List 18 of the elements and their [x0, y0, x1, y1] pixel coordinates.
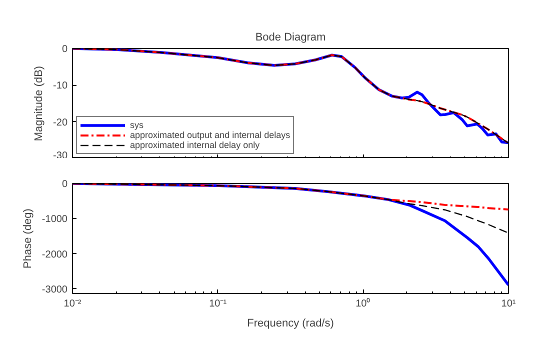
y-tick-label: -1000 — [42, 214, 68, 226]
x-tick-label: 10¹ — [501, 298, 516, 310]
y-tick-label: 0 — [62, 44, 68, 55]
chart-title: Bode Diagram — [255, 32, 326, 44]
x-tick-label: 10⁻² — [64, 298, 82, 310]
legend-label: approximated output and internal delays — [130, 130, 290, 140]
y-tick-label: -3000 — [42, 284, 68, 296]
y-tick-label: -20 — [53, 117, 68, 128]
y-tick-label: 0 — [62, 179, 68, 190]
y-axis-title: Magnitude (dB) — [33, 66, 46, 142]
x-tick-label: 10⁻¹ — [209, 298, 228, 310]
legend-label: approximated internal delay only — [130, 140, 260, 150]
y-tick-label: -10 — [53, 80, 68, 92]
y-tick-label: -2000 — [42, 249, 68, 260]
y-axis-title: Phase (deg) — [22, 208, 34, 268]
legend-label: sys — [130, 120, 144, 130]
x-tick-label: 10⁰ — [356, 298, 371, 310]
x-axis-title: Frequency (rad/s) — [247, 318, 334, 330]
